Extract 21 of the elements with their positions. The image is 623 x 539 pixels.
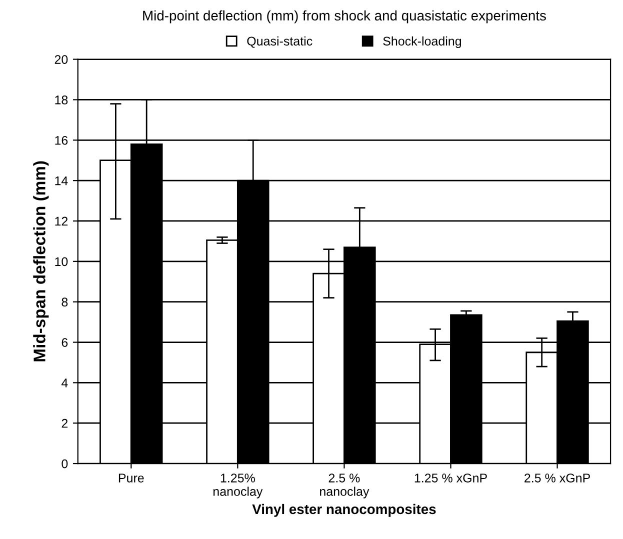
y-tick-label: 18 — [55, 96, 68, 104]
y-tick-label: 8 — [62, 298, 68, 306]
y-tick-label: 12 — [55, 216, 68, 226]
y-tick-label: 10 — [55, 257, 68, 266]
y-tick-label: 4 — [61, 378, 68, 388]
chart-title: Mid-point deflection (mm) from shock and quasistatic experiments — [143, 10, 546, 24]
x-tick-label: 2.5 % nanoclay — [320, 474, 370, 498]
x-tick-label: Pure — [118, 474, 144, 482]
legend-label: Quasi-static — [247, 36, 312, 48]
y-tick-label: 14 — [55, 176, 68, 186]
y-tick-label: 0 — [62, 459, 68, 468]
y-tick-label: 16 — [55, 136, 68, 145]
x-axis-title: Vinyl ester nanocomposites — [252, 504, 436, 517]
x-tick-label: 2.5 % xGnP — [524, 474, 590, 482]
y-tick-label: 6 — [62, 338, 68, 347]
x-tick-label: 1.25 % xGnP — [414, 474, 487, 482]
y-tick-label: 2 — [62, 418, 68, 428]
x-tick-label: 1.25% nanoclay — [213, 474, 263, 498]
y-tick-label: 20 — [54, 55, 68, 64]
legend-label: Shock-loading — [383, 36, 462, 48]
y-axis-title: Mid-span deflection (mm) — [33, 161, 49, 362]
